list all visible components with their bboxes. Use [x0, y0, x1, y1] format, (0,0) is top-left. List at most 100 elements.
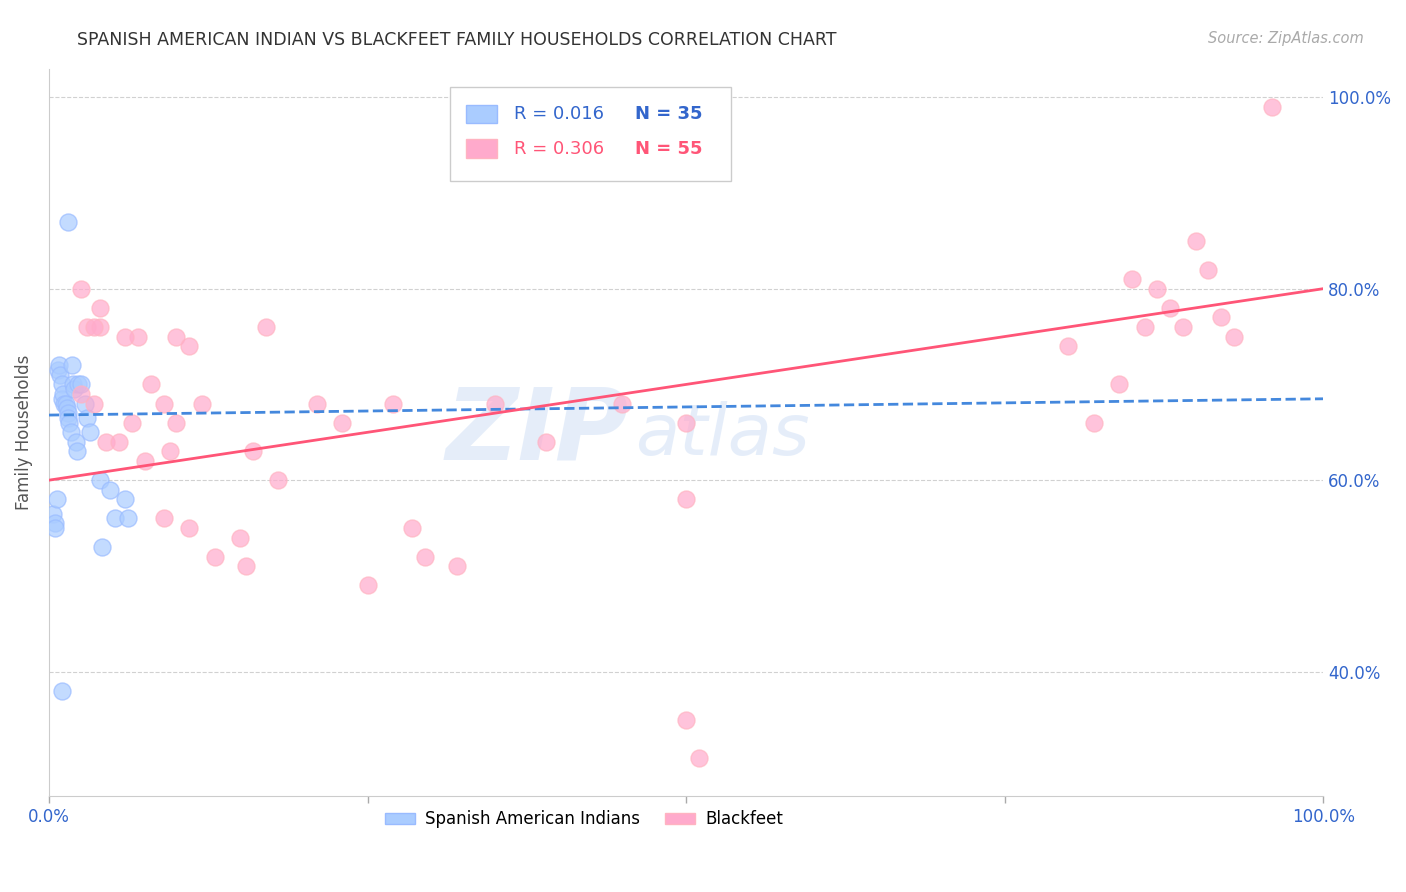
Point	[104, 511, 127, 525]
Point	[446, 559, 468, 574]
Point	[356, 578, 378, 592]
Legend: Spanish American Indians, Blackfeet: Spanish American Indians, Blackfeet	[378, 804, 790, 835]
Point	[165, 329, 187, 343]
Point	[69, 387, 91, 401]
Point	[204, 549, 226, 564]
Point	[1223, 329, 1246, 343]
Point	[235, 559, 257, 574]
Point	[55, 396, 77, 410]
Point	[65, 434, 87, 449]
Point	[1198, 262, 1220, 277]
Point	[191, 396, 214, 410]
Point	[1146, 282, 1168, 296]
Point	[76, 320, 98, 334]
Point	[44, 516, 66, 531]
Point	[413, 549, 436, 564]
Point	[114, 492, 136, 507]
Point	[89, 473, 111, 487]
Point	[675, 492, 697, 507]
Point	[56, 411, 79, 425]
Point	[66, 444, 89, 458]
Point	[165, 416, 187, 430]
Point	[1261, 100, 1284, 114]
Point	[152, 396, 174, 410]
FancyBboxPatch shape	[465, 105, 498, 123]
Point	[127, 329, 149, 343]
Point	[89, 320, 111, 334]
Point	[675, 713, 697, 727]
Point	[56, 401, 79, 416]
Point	[98, 483, 121, 497]
Point	[42, 507, 65, 521]
Point	[330, 416, 353, 430]
Point	[83, 320, 105, 334]
Text: R = 0.016: R = 0.016	[515, 105, 605, 123]
Point	[1184, 234, 1206, 248]
Point	[89, 301, 111, 315]
Text: N = 35: N = 35	[636, 105, 703, 123]
Point	[1133, 320, 1156, 334]
Point	[51, 377, 73, 392]
Point	[117, 511, 139, 525]
Point	[139, 377, 162, 392]
Point	[1083, 416, 1105, 430]
Point	[121, 416, 143, 430]
Point	[114, 329, 136, 343]
Point	[1211, 310, 1233, 325]
Point	[267, 473, 290, 487]
Point	[152, 511, 174, 525]
Point	[59, 425, 82, 440]
Point	[73, 396, 96, 410]
Y-axis label: Family Households: Family Households	[15, 355, 32, 510]
Point	[179, 339, 201, 353]
Point	[56, 406, 79, 420]
Point	[382, 396, 405, 410]
Point	[401, 521, 423, 535]
Point	[62, 377, 84, 392]
Point	[242, 444, 264, 458]
Point	[79, 425, 101, 440]
Point	[688, 751, 710, 765]
Point	[52, 387, 75, 401]
Point	[58, 416, 80, 430]
Point	[534, 434, 557, 449]
Point	[49, 368, 72, 382]
FancyBboxPatch shape	[450, 87, 731, 181]
Point	[56, 215, 79, 229]
Point	[44, 521, 66, 535]
Point	[83, 396, 105, 410]
Point	[60, 359, 83, 373]
Point	[1121, 272, 1143, 286]
Point	[179, 521, 201, 535]
Point	[612, 396, 634, 410]
Point	[134, 454, 156, 468]
Point	[305, 396, 328, 410]
Point	[1057, 339, 1080, 353]
Point	[229, 531, 252, 545]
Point	[69, 282, 91, 296]
Point	[46, 363, 69, 377]
Point	[45, 492, 67, 507]
Text: atlas: atlas	[636, 401, 810, 470]
Text: Source: ZipAtlas.com: Source: ZipAtlas.com	[1208, 31, 1364, 46]
Point	[51, 683, 73, 698]
Point	[1171, 320, 1194, 334]
FancyBboxPatch shape	[465, 139, 498, 158]
Text: N = 55: N = 55	[636, 139, 703, 158]
Point	[63, 382, 86, 396]
Point	[76, 411, 98, 425]
Text: SPANISH AMERICAN INDIAN VS BLACKFEET FAMILY HOUSEHOLDS CORRELATION CHART: SPANISH AMERICAN INDIAN VS BLACKFEET FAM…	[77, 31, 837, 49]
Point	[67, 377, 90, 392]
Point	[91, 540, 114, 554]
Point	[69, 377, 91, 392]
Text: R = 0.306: R = 0.306	[515, 139, 605, 158]
Point	[96, 434, 118, 449]
Point	[53, 396, 76, 410]
Text: ZIP: ZIP	[446, 384, 628, 481]
Point	[51, 392, 73, 406]
Point	[484, 396, 506, 410]
Point	[48, 359, 70, 373]
Point	[1159, 301, 1181, 315]
Point	[108, 434, 131, 449]
Point	[254, 320, 277, 334]
